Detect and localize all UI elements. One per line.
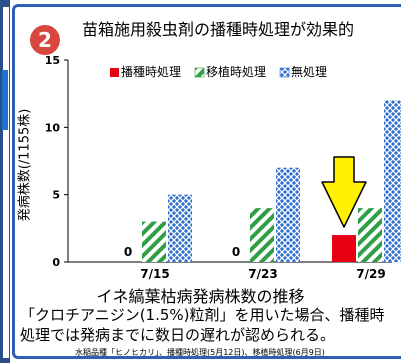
description-line-1: 「クロチアニジン(1.5%)粒剤」を用いた場合、播種時: [20, 306, 385, 324]
chart-bars: [142, 100, 401, 263]
y-tick-label: 0: [52, 256, 60, 269]
bar-2-1: [142, 221, 166, 262]
section-number-badge: 2: [30, 25, 60, 55]
legend-label-3: 無処理: [291, 64, 327, 79]
left-edge-highlight: [2, 70, 8, 130]
chart-labels: 0 7/15 0 7/23 7/29: [124, 245, 386, 281]
chart-legend: 播種時処理 移植時処理 無処理: [110, 64, 327, 79]
bar-3-1: [168, 194, 192, 262]
legend-label-2: 移植時処理: [206, 64, 266, 79]
chart-caption: イネ縞葉枯病発病株数の推移: [96, 287, 305, 306]
y-tick-label: 5: [52, 189, 60, 202]
bar-2-2: [250, 208, 274, 262]
left-edge-frame: [2, 6, 10, 359]
left-edge-strip: [0, 0, 10, 363]
legend-label-1: 播種時処理: [121, 65, 181, 79]
bar-2-3: [358, 208, 382, 262]
x-tick-label: 7/15: [140, 267, 169, 281]
bar-3-3: [384, 100, 401, 263]
y-tick-label: 10: [45, 121, 61, 134]
panel-title: 苗箱施用殺虫剤の播種時処理が効果的: [82, 20, 355, 39]
legend-swatch-2: [194, 67, 205, 78]
content-panel: [12, 4, 401, 359]
y-tick-label: 15: [45, 54, 60, 67]
bar-value-label: 0: [232, 245, 240, 259]
x-tick-label: 7/29: [356, 267, 385, 281]
legend-swatch-3: [279, 67, 290, 78]
footnote: 水稲品種「ヒノヒカリ」、播種時処理(5月12日)、移植時処理(6月9日): [75, 348, 325, 357]
legend-swatch-1: [110, 68, 119, 77]
bar-1-3: [332, 235, 356, 262]
description-line-2: 処理では発病までに数日の遅れが認められる。: [20, 326, 336, 344]
highlight-arrow-shape: [321, 156, 367, 228]
highlight-arrow: [321, 156, 367, 228]
x-tick-label: 7/23: [248, 267, 277, 281]
bar-value-label: 0: [124, 245, 132, 259]
bar-3-2: [276, 167, 300, 262]
